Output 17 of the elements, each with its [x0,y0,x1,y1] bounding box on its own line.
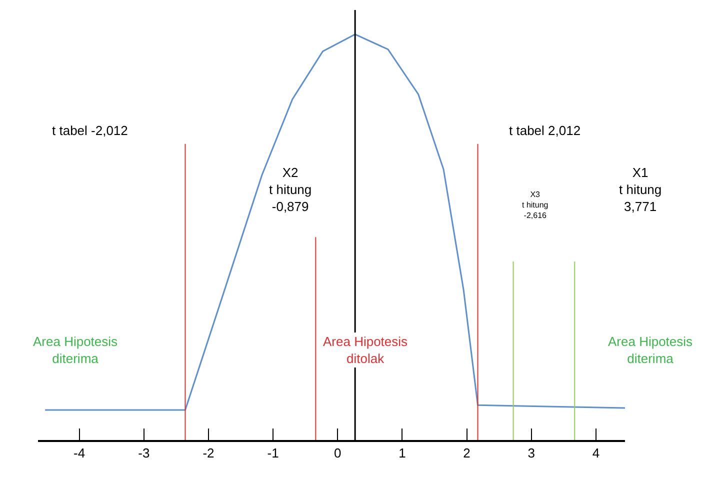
x-tick-label: -4 [74,445,86,460]
x-tick-label: 1 [398,445,406,460]
x-tick-label: 3 [528,445,535,460]
annotation: Area Hipotesis diterima [33,334,118,366]
x-tick-label: 4 [592,445,600,460]
x-tick-label: -2 [202,445,214,460]
annotation: Area Hipotesis diterima [608,334,694,366]
x-tick-label: -3 [138,445,150,460]
annotation: X1 t hitung 3,771 [619,165,662,214]
annotation: X2 t hitung -0,879 [269,165,312,214]
x-tick-label: 2 [463,445,470,460]
annotation: t tabel -2,012 [52,123,128,138]
annotation: Area Hipotesis ditolak [323,334,408,366]
x-tick-label: -1 [267,445,279,460]
annotation: X3 t hitung -2,616 [522,190,548,220]
x-tick-label: 0 [334,445,342,460]
annotation: t tabel 2,012 [509,123,581,138]
